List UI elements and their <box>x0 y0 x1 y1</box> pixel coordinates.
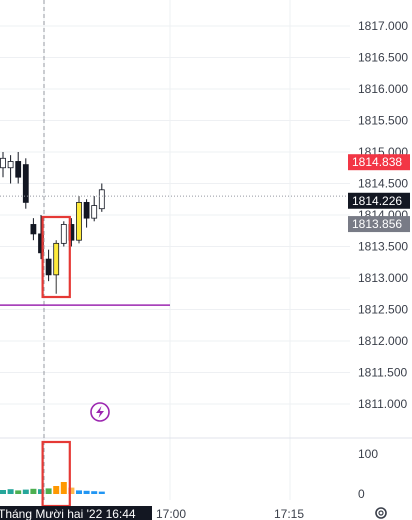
price-tick-label: 1812.000 <box>358 334 408 348</box>
candle-body <box>15 161 22 178</box>
volume-bar <box>68 487 75 494</box>
candle-body <box>91 205 98 219</box>
candle <box>98 183 105 212</box>
time-axis[interactable]: Tháng Mười hai '22 16:44 17:00 17:15 <box>0 506 304 520</box>
crosshair-time-bg <box>0 506 152 520</box>
price-badge: 1814.226 <box>348 192 410 209</box>
candle <box>76 196 82 244</box>
volume-tick-label: 100 <box>358 447 378 461</box>
price-tick-label: 1812.500 <box>358 303 408 317</box>
price-tick-label: 1816.500 <box>358 51 408 65</box>
time-tick-label: 17:15 <box>274 507 304 520</box>
volume-bar <box>38 489 44 494</box>
price-badge: 1813.856 <box>348 216 410 233</box>
candle <box>15 152 22 184</box>
candle <box>7 155 14 184</box>
volume-bar <box>30 488 37 494</box>
highlight-box-volume <box>41 440 71 508</box>
price-tick-label: 1817.000 <box>358 19 408 33</box>
price-badge: 1814.838 <box>348 154 410 171</box>
candle-body <box>0 157 6 169</box>
volume-bar <box>15 490 22 494</box>
price-tick-label: 1811.000 <box>358 397 407 411</box>
volume-bar <box>22 489 29 494</box>
price-tick-label: 1811.500 <box>358 366 407 380</box>
candle-body <box>45 258 52 276</box>
candle <box>53 240 60 294</box>
grid-lines <box>0 0 412 500</box>
time-tick-label: 17:00 <box>156 507 186 520</box>
candle-body <box>7 161 14 169</box>
price-tick-label: 1814.500 <box>358 177 408 191</box>
highlight-box-candle <box>41 215 71 299</box>
candle-body <box>22 164 29 203</box>
volume-bar <box>60 482 67 494</box>
price-tick-label: 1813.500 <box>358 240 408 254</box>
candle-body <box>83 201 90 219</box>
price-badge-bg <box>348 192 410 209</box>
volume-bar <box>45 488 52 494</box>
price-tick-label: 1816.000 <box>358 82 408 96</box>
candle <box>0 152 6 178</box>
gear-icon[interactable] <box>375 507 387 519</box>
candles <box>0 152 105 294</box>
candle <box>22 158 29 209</box>
lightning-icon[interactable] <box>90 402 110 422</box>
candle-body <box>76 201 82 241</box>
candle-body <box>60 224 67 244</box>
price-tick-label: 1813.000 <box>358 271 408 285</box>
overlays <box>0 0 350 508</box>
volume-axis: 100 0 <box>358 447 378 501</box>
volume-tick-label: 0 <box>358 487 365 501</box>
candle <box>30 218 37 241</box>
volume-bar <box>0 490 6 494</box>
candle-body <box>98 189 105 210</box>
candle-body <box>53 242 60 276</box>
price-badge-label: 1814.838 <box>352 155 402 169</box>
candle <box>83 199 90 228</box>
volume-bar <box>98 491 105 494</box>
candle <box>60 221 67 247</box>
crosshair-time-label: Tháng Mười hai '22 16:44 <box>0 507 136 520</box>
volume-bar <box>53 486 60 494</box>
candle <box>91 196 98 222</box>
volume-bar <box>91 491 98 494</box>
candle-body <box>30 224 37 235</box>
price-badge-bg <box>348 216 410 233</box>
volume-bar <box>76 490 82 494</box>
price-badge-label: 1813.856 <box>352 217 402 231</box>
price-badges: 1814.838 1814.226 1813.856 <box>348 154 410 233</box>
volume-bar <box>83 490 90 494</box>
volume-bars <box>0 482 105 494</box>
price-badge-label: 1814.226 <box>352 194 402 208</box>
price-badge-bg <box>348 154 410 171</box>
price-tick-label: 1815.500 <box>358 114 408 128</box>
price-axis[interactable]: 1817.0001816.5001816.0001815.5001815.000… <box>358 19 408 411</box>
candle <box>45 249 52 282</box>
volume-bar <box>7 489 14 494</box>
